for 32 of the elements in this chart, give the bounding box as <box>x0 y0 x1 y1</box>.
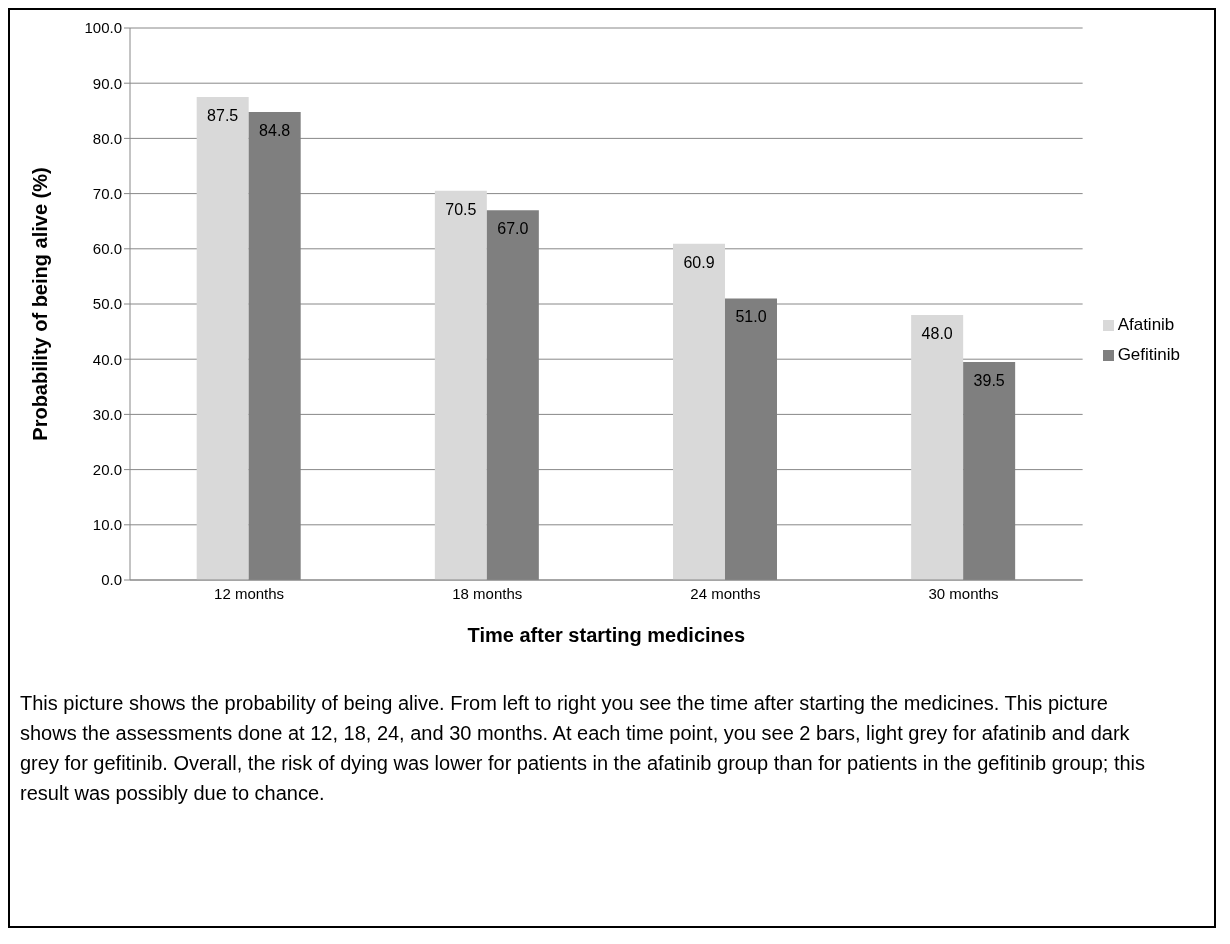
data-label: 48.0 <box>921 325 953 343</box>
y-tick-label: 70.0 <box>92 184 122 202</box>
data-label: 87.5 <box>207 107 239 124</box>
data-label: 70.5 <box>445 200 477 218</box>
y-tick-label: 0.0 <box>101 571 122 589</box>
data-label: 84.8 <box>259 121 291 139</box>
y-tick-label: 100.0 <box>84 19 122 37</box>
data-label: 60.9 <box>683 253 715 271</box>
y-tick-label: 50.0 <box>92 295 122 313</box>
data-label: 67.0 <box>497 220 529 238</box>
legend-label: Afatinib <box>1117 315 1175 334</box>
x-tick-label: 18 months <box>452 584 523 602</box>
y-tick-label: 30.0 <box>92 405 122 423</box>
bar <box>196 97 249 580</box>
y-tick-label: 10.0 <box>92 516 122 534</box>
x-tick-label: 30 months <box>928 584 999 602</box>
x-axis-title: Time after starting medicines <box>467 624 746 646</box>
y-axis-title: Probability of being alive (%) <box>29 167 52 441</box>
y-tick-label: 80.0 <box>92 129 122 147</box>
bar <box>434 190 487 580</box>
bar <box>911 315 964 580</box>
data-label: 51.0 <box>735 308 767 326</box>
x-tick-label: 12 months <box>214 584 285 602</box>
y-tick-label: 40.0 <box>92 350 122 368</box>
y-tick-label: 20.0 <box>92 460 122 478</box>
y-tick-label: 60.0 <box>92 240 122 258</box>
bar <box>673 243 725 580</box>
y-tick-label: 90.0 <box>92 74 122 92</box>
text: This picture shows the probability of being alive. From left to right you see the time after starting the medicines. This picture shows the assessments done at 12, 18, 24, and 30 months. At each time point, you see 2 bars, light grey for afatinib and dark grey for gefitinib. Overall, the risk of dying was lower for patients in the afatinib group than for patients in the gefitinib group; this result was possibly due to chance. <box>20 691 1147 806</box>
legend-label: Gefitinib <box>1117 345 1180 364</box>
x-tick-label: 24 months <box>690 584 761 602</box>
data-label: 39.5 <box>973 371 1005 389</box>
